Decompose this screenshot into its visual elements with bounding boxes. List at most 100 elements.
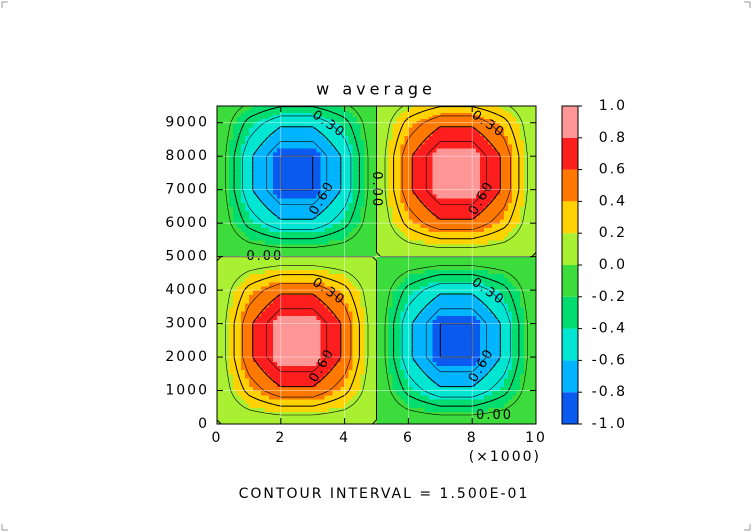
- contour-cell: [448, 336, 453, 341]
- contour-cell: [284, 256, 290, 262]
- contour-cell: [404, 227, 409, 233]
- contour-cell: [384, 227, 390, 233]
- contour-cell: [512, 319, 517, 325]
- contour-cell: [372, 365, 378, 371]
- contour-cell: [480, 311, 485, 316]
- contour-cell: [388, 244, 394, 249]
- contour-cell: [332, 373, 338, 379]
- contour-cell: [244, 340, 250, 346]
- contour-cell: [244, 311, 250, 316]
- contour-cell: [356, 227, 362, 233]
- contour-cell: [432, 235, 437, 241]
- contour-cell: [440, 252, 445, 258]
- contour-cell: [264, 344, 270, 350]
- contour-cell: [228, 298, 234, 304]
- contour-cell: [328, 172, 334, 178]
- contour-cell: [448, 331, 453, 337]
- contour-cell: [336, 319, 342, 325]
- contour-cell: [248, 193, 254, 199]
- contour-cell: [524, 419, 529, 425]
- contour-cell: [360, 382, 366, 387]
- contour-cell: [236, 398, 242, 404]
- contour-cell: [260, 202, 266, 208]
- contour-cell: [292, 336, 298, 341]
- contour-cell: [228, 398, 234, 404]
- contour-cell: [356, 269, 362, 274]
- contour-cell: [492, 273, 497, 279]
- contour-cell: [408, 331, 413, 337]
- contour-cell: [368, 348, 374, 354]
- contour-cell: [472, 357, 477, 362]
- contour-cell: [468, 244, 473, 249]
- contour-cell: [448, 290, 453, 295]
- contour-cell: [252, 248, 258, 254]
- contour-cell: [376, 168, 382, 174]
- contour-cell: [217, 260, 222, 266]
- contour-cell: [388, 223, 394, 228]
- contour-cell: [240, 277, 246, 283]
- contour-cell: [328, 415, 334, 421]
- contour-cell: [328, 369, 334, 375]
- contour-cell: [292, 306, 298, 312]
- contour-cell: [396, 415, 402, 421]
- contour-cell: [336, 369, 342, 375]
- contour-cell: [380, 168, 386, 174]
- contour-cell: [460, 415, 465, 421]
- contour-cell: [224, 365, 230, 371]
- contour-cell: [272, 172, 278, 178]
- contour-cell: [500, 306, 505, 312]
- contour-cell: [520, 361, 525, 367]
- contour-cell: [528, 386, 533, 392]
- contour-cell: [372, 218, 378, 224]
- contour-cell: [424, 298, 429, 304]
- contour-cell: [392, 327, 398, 333]
- contour-cell: [360, 403, 366, 408]
- contour-cell: [280, 269, 286, 274]
- contour-cell: [360, 189, 366, 195]
- contour-cell: [532, 265, 537, 270]
- contour-cell: [352, 311, 358, 316]
- contour-cell: [380, 218, 386, 224]
- contour-cell: [492, 181, 497, 187]
- contour-cell: [260, 218, 266, 224]
- contour-cell: [528, 218, 533, 224]
- contour-cell: [472, 189, 477, 195]
- contour-cell: [284, 352, 290, 358]
- contour-cell: [376, 285, 382, 291]
- contour-cell: [252, 323, 258, 329]
- contour-cell: [472, 348, 477, 354]
- contour-cell: [356, 348, 362, 354]
- contour-cell: [244, 168, 250, 174]
- contour-cell: [268, 352, 274, 358]
- contour-cell: [500, 327, 505, 333]
- contour-cell: [304, 273, 310, 279]
- contour-cell: [332, 407, 338, 413]
- contour-cell: [420, 340, 425, 346]
- contour-cell: [217, 348, 222, 354]
- contour-cell: [448, 244, 453, 249]
- contour-cell: [516, 202, 521, 208]
- contour-cell: [224, 327, 230, 333]
- contour-cell: [304, 311, 310, 316]
- contour-cell: [340, 248, 346, 254]
- contour-cell: [360, 315, 366, 320]
- contour-cell: [456, 210, 461, 216]
- contour-cell: [468, 298, 473, 304]
- contour-cell: [320, 340, 326, 346]
- contour-cell: [224, 415, 230, 421]
- contour-cell: [528, 177, 533, 182]
- contour-cell: [220, 218, 226, 224]
- contour-cell: [488, 252, 493, 258]
- contour-cell: [484, 365, 489, 371]
- contour-cell: [312, 189, 318, 195]
- contour-cell: [464, 244, 469, 249]
- contour-cell: [288, 373, 294, 379]
- contour-cell: [520, 260, 525, 266]
- contour-cell: [368, 319, 374, 325]
- contour-cell: [396, 357, 402, 362]
- contour-cell: [328, 390, 334, 396]
- contour-cell: [252, 193, 258, 199]
- contour-cell: [416, 265, 421, 270]
- contour-cell: [312, 244, 318, 249]
- contour-cell: [500, 223, 505, 228]
